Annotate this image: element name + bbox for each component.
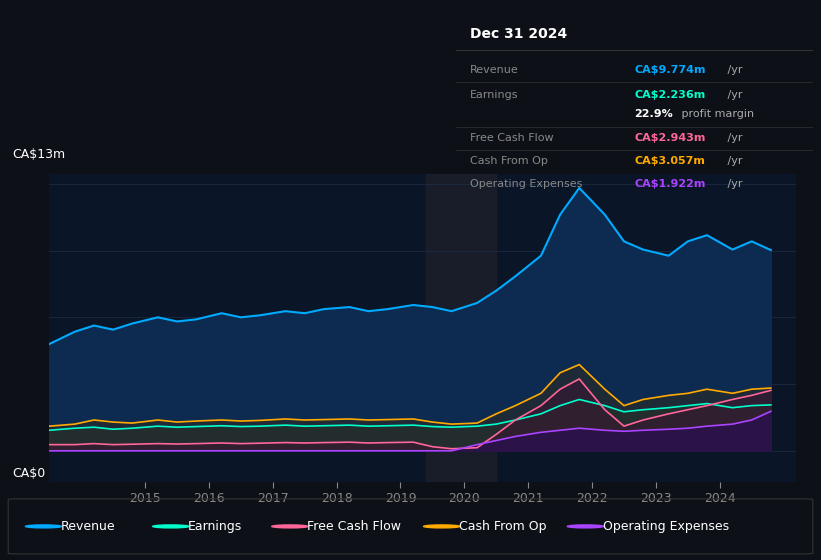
Text: Earnings: Earnings xyxy=(470,90,518,100)
Text: Free Cash Flow: Free Cash Flow xyxy=(307,520,401,533)
Text: CA$9.774m: CA$9.774m xyxy=(635,64,706,74)
Text: /yr: /yr xyxy=(724,90,743,100)
Text: /yr: /yr xyxy=(724,133,743,143)
Text: CA$13m: CA$13m xyxy=(11,148,65,161)
Text: Operating Expenses: Operating Expenses xyxy=(603,520,729,533)
Bar xyxy=(426,174,496,482)
Text: CA$2.236m: CA$2.236m xyxy=(635,90,705,100)
Circle shape xyxy=(153,525,189,528)
Text: 22.9%: 22.9% xyxy=(635,109,673,119)
Text: Dec 31 2024: Dec 31 2024 xyxy=(470,26,567,40)
Text: /yr: /yr xyxy=(724,179,743,189)
Text: profit margin: profit margin xyxy=(678,109,754,119)
Text: Cash From Op: Cash From Op xyxy=(470,156,548,166)
Text: /yr: /yr xyxy=(724,64,743,74)
Text: CA$3.057m: CA$3.057m xyxy=(635,156,705,166)
Text: CA$2.943m: CA$2.943m xyxy=(635,133,705,143)
Text: Revenue: Revenue xyxy=(470,64,519,74)
Text: Cash From Op: Cash From Op xyxy=(459,520,547,533)
Circle shape xyxy=(25,525,62,528)
Text: CA$1.922m: CA$1.922m xyxy=(635,179,705,189)
Text: Revenue: Revenue xyxy=(61,520,116,533)
Circle shape xyxy=(272,525,308,528)
Text: /yr: /yr xyxy=(724,156,743,166)
Text: Free Cash Flow: Free Cash Flow xyxy=(470,133,553,143)
Circle shape xyxy=(567,525,603,528)
Text: Earnings: Earnings xyxy=(188,520,242,533)
Text: CA$0: CA$0 xyxy=(11,467,45,480)
Text: Operating Expenses: Operating Expenses xyxy=(470,179,582,189)
Circle shape xyxy=(424,525,460,528)
